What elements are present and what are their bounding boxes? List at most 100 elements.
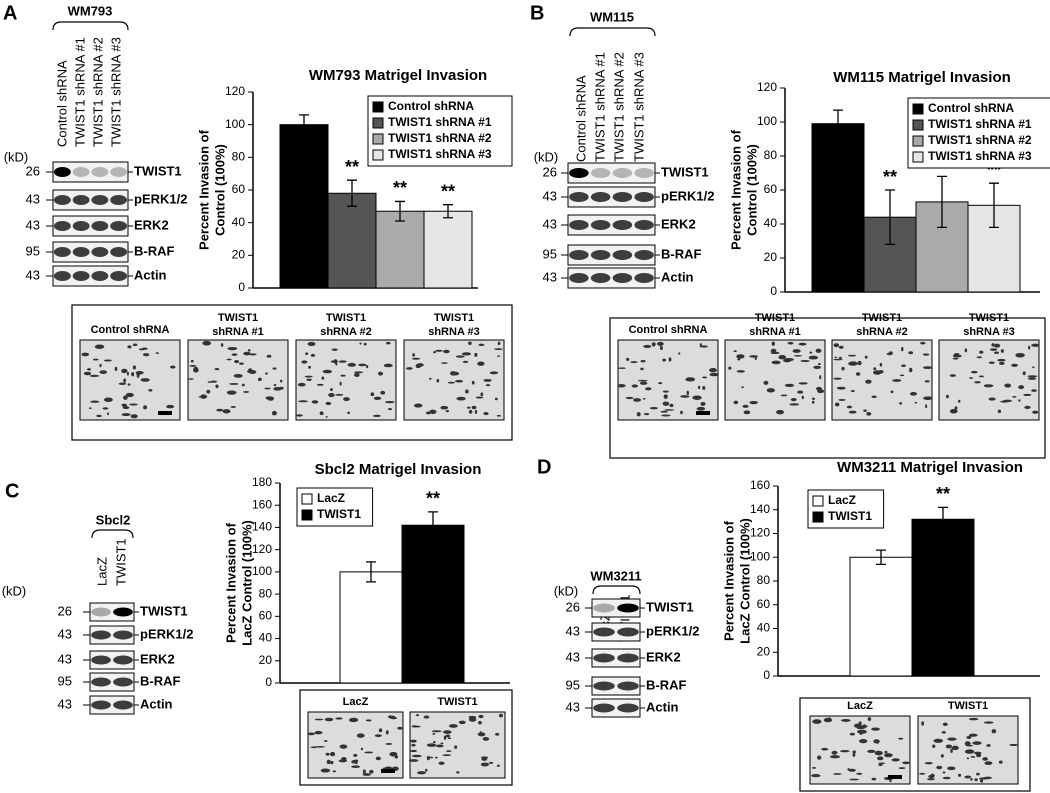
cell: [297, 382, 306, 387]
cell: [319, 411, 324, 416]
cell: [378, 729, 382, 733]
kd-label: 43: [566, 649, 580, 664]
panel-letter: A: [3, 2, 17, 24]
cell: [949, 408, 958, 414]
cell: [426, 755, 430, 761]
cell: [828, 717, 831, 722]
cell: [859, 732, 863, 735]
blot-band: [110, 195, 128, 205]
blot-band: [113, 630, 133, 640]
protein-label: TWIST1: [646, 599, 694, 614]
cell: [833, 343, 840, 348]
cell: [233, 373, 243, 378]
image-label: shRNA #2: [320, 326, 372, 338]
cell: [360, 747, 364, 751]
significance: **: [883, 167, 897, 187]
cell: [878, 370, 884, 374]
cell: [90, 400, 100, 403]
image-box: [609, 317, 1046, 459]
cell: [873, 367, 877, 371]
cell: [626, 357, 630, 361]
cell: [733, 400, 739, 405]
significance: **: [393, 178, 407, 198]
cell: [1032, 410, 1039, 414]
cell: [333, 359, 338, 364]
cell: [271, 410, 277, 416]
cell: [411, 357, 421, 360]
cell: [833, 377, 842, 380]
y-axis-label: Percent Invasion of: [728, 129, 743, 250]
legend-swatch: [912, 135, 924, 147]
cell: [865, 379, 872, 384]
cell: [945, 394, 949, 399]
significance: **: [936, 484, 950, 504]
y-tick-label: 80: [259, 586, 273, 600]
cell: [189, 365, 197, 367]
cell: [347, 362, 357, 367]
blot-band: [590, 168, 611, 178]
cell: [311, 400, 319, 404]
cell: [496, 764, 500, 767]
cell: [636, 412, 641, 417]
cell: [637, 379, 648, 382]
cell: [997, 358, 1006, 362]
cell: [848, 361, 858, 366]
legend-label: LacZ: [828, 493, 856, 507]
cell: [862, 724, 867, 729]
cell: [1000, 400, 1009, 403]
legend-label: TWIST1 shRNA #1: [928, 117, 1032, 131]
cell: [316, 383, 324, 386]
cell: [325, 416, 328, 418]
cell: [871, 727, 880, 731]
legend-swatch: [812, 495, 824, 507]
cell: [798, 382, 808, 385]
cell: [435, 756, 438, 759]
blot-band: [53, 247, 71, 257]
cell: [662, 390, 669, 393]
cell: [308, 365, 312, 369]
cell: [863, 409, 867, 412]
kd-label: 43: [26, 217, 40, 232]
cell: [417, 771, 426, 775]
cell: [973, 751, 982, 755]
cell: [954, 406, 958, 410]
cell: [370, 392, 375, 397]
bar: [327, 192, 377, 289]
error-bar: [395, 200, 405, 222]
kd-label: 95: [26, 243, 40, 258]
cell: [436, 379, 440, 383]
blot-band: [91, 700, 111, 710]
cell: [949, 374, 956, 377]
y-tick-label: 160: [750, 478, 770, 492]
cell: [348, 717, 359, 723]
cell: [966, 735, 972, 739]
cell: [328, 393, 335, 398]
cell: [692, 395, 702, 400]
cell: [267, 396, 275, 401]
protein-label: ERK2: [134, 217, 169, 232]
cell: [388, 408, 392, 411]
cell: [983, 384, 994, 388]
cell: [901, 364, 906, 367]
cell: [660, 410, 668, 413]
cell: [364, 751, 374, 754]
significance: **: [426, 489, 440, 509]
cell: [301, 360, 308, 364]
cell: [849, 778, 859, 781]
cell: [855, 372, 861, 376]
cell: [685, 377, 696, 382]
cell: [680, 410, 683, 415]
cell: [88, 407, 92, 410]
error-bar: [876, 549, 886, 566]
cell: [974, 381, 981, 384]
cell: [450, 371, 456, 376]
cell: [834, 356, 837, 359]
cell: [474, 352, 478, 357]
cell: [445, 734, 451, 738]
lane-label: TWIST1 shRNA #2: [90, 37, 105, 147]
cell: [170, 365, 176, 369]
legend-label: TWIST1 shRNA #3: [388, 147, 492, 161]
bar: [911, 518, 975, 677]
cell: [330, 760, 334, 765]
cell: [898, 737, 904, 740]
